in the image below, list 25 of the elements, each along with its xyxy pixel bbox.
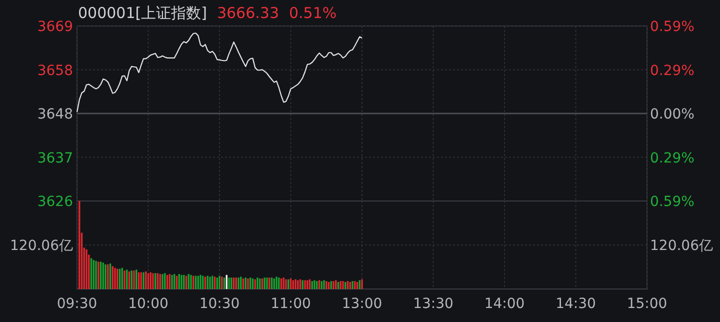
y-tick-label: 3626 [37,194,74,210]
x-tick-label: 14:30 [556,296,596,312]
y-tick-label: 3637 [37,150,73,166]
y2-tick-label: 0.00% [650,106,694,122]
text: 3666.33 [216,4,279,22]
y-tick-label: 3648 [37,106,73,122]
x-tick-label: 11:00 [270,296,311,312]
y2-tick-label: 0.29% [650,150,694,166]
x-tick-label: 14:00 [484,296,525,312]
y2-tick-label: 0.59% [650,19,694,35]
x-tick-label: 10:30 [199,296,240,312]
text: 0.51% [289,4,337,22]
x-tick-label: 15:00 [626,296,668,312]
line-series [76,32,363,113]
y2-tick-label: 0.59% [650,194,694,210]
chart-title: 000001[上证指数] [78,4,207,22]
x-tick-label: 10:00 [128,296,168,312]
x-tick-label: 13:30 [413,296,454,312]
y-tick-label: 3658 [37,62,73,79]
y-tick-label: 3669 [37,19,73,35]
y2-tick-label: 0.29% [650,62,694,79]
text: 120.06亿 [10,238,73,254]
x-tick-label: 13:00 [342,296,382,312]
x-tick-label: 09:30 [56,296,98,312]
text: 120.06亿 [650,238,713,254]
